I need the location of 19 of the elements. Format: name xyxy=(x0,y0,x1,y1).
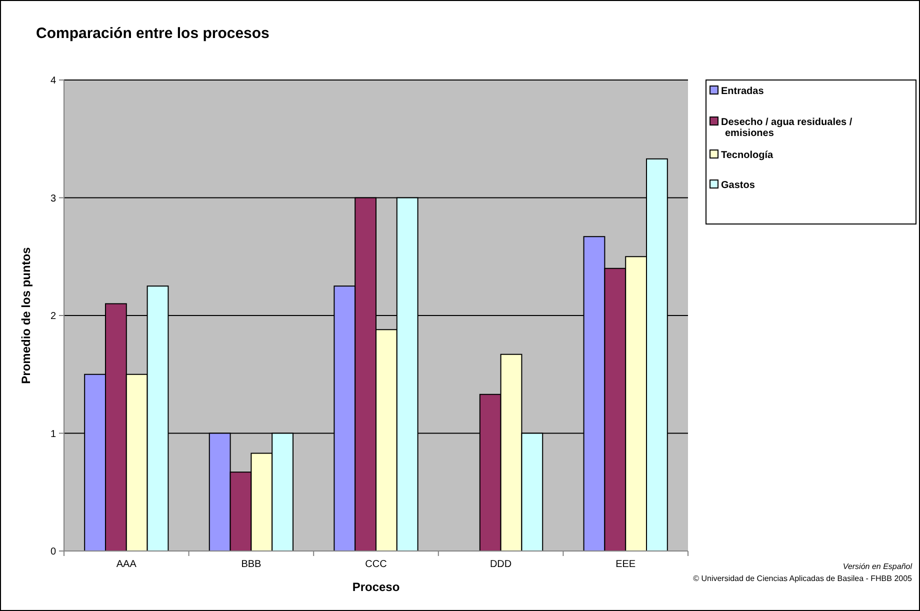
y-axis-title: Promedio de los puntos xyxy=(19,246,33,384)
y-tick-label: 4 xyxy=(50,76,56,86)
legend-label: Entradas xyxy=(721,86,764,97)
x-tick-label: CCC xyxy=(365,559,387,570)
y-tick-label: 1 xyxy=(50,428,56,440)
x-tick-label: DDD xyxy=(490,559,512,570)
x-axis-title: Proceso xyxy=(352,580,400,594)
y-tick-label: 2 xyxy=(50,311,56,322)
legend-label: Desecho / agua residuales / emisiones xyxy=(721,117,852,139)
x-tick-label: BBB xyxy=(241,559,262,570)
legend-label: Gastos xyxy=(721,180,756,191)
y-tick-label: 0 xyxy=(50,546,56,558)
legend-label: Tecnología xyxy=(721,150,774,161)
chart-title: Comparación entre los procesos xyxy=(36,25,270,42)
text: Versión en Español xyxy=(842,562,912,571)
text: © Universidad de Ciencias Aplicadas de Basilea - FHBB 2005 xyxy=(693,574,913,583)
x-tick-label: EEE xyxy=(616,559,636,570)
x-tick-label: AAA xyxy=(116,559,137,570)
y-tick-label: 3 xyxy=(50,193,56,204)
